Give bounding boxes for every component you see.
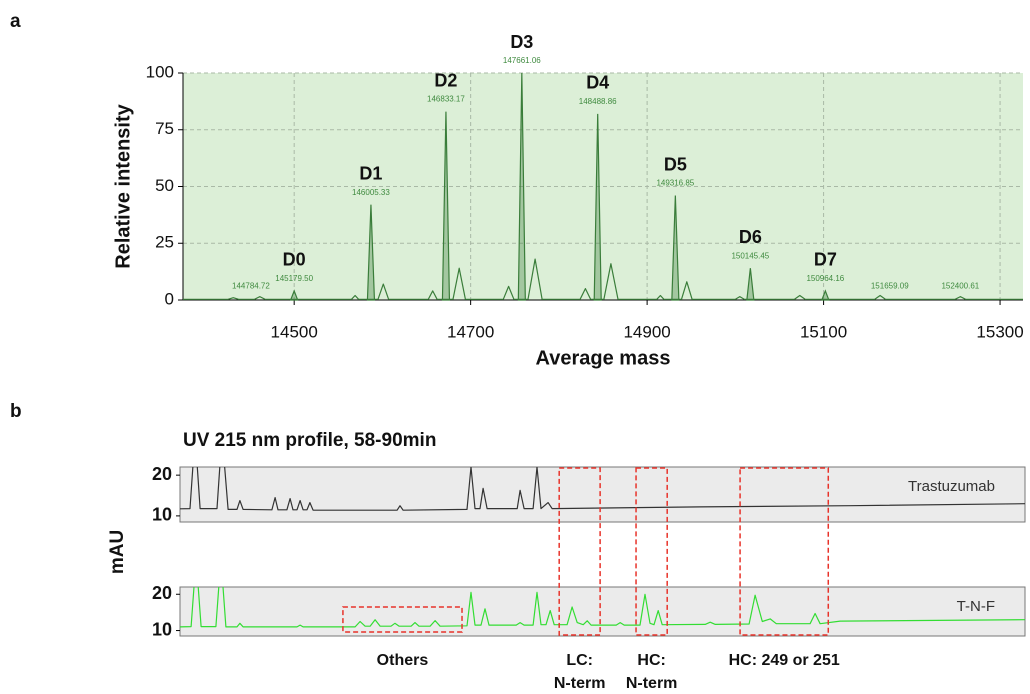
series-name: T-N-F: [957, 598, 995, 615]
peak-label: D2: [434, 70, 457, 90]
y-tick-label: 10: [152, 505, 172, 525]
peak-label: D5: [664, 154, 687, 174]
trace: [183, 258, 1023, 300]
mass-annotation: 151659.09: [871, 281, 909, 290]
peak-label: D0: [283, 250, 306, 270]
x-tick-label: 14900: [623, 322, 670, 341]
mass-annotation: 144784.72: [232, 281, 270, 290]
peak-label: D1: [359, 163, 382, 183]
region-box: [342, 606, 463, 633]
peak: [517, 72, 526, 301]
trace: [180, 587, 1025, 628]
peak-label: D3: [510, 32, 533, 52]
y-axis-label: Relative intensity: [112, 103, 134, 268]
peak-label: D4: [586, 73, 609, 93]
region-box: [558, 467, 601, 636]
peak: [671, 195, 680, 301]
y-tick-label: 100: [146, 62, 174, 81]
y-tick-label: 50: [155, 176, 174, 195]
peak-label: D6: [739, 227, 762, 247]
plot-background: [179, 586, 1026, 637]
region-label: LC:: [566, 652, 593, 669]
region-box: [635, 467, 668, 636]
mass-annotation: 152400.61: [941, 281, 979, 290]
series-name: Trastuzumab: [908, 478, 995, 495]
y-tick-label: 10: [152, 619, 172, 639]
y-tick-label: 25: [155, 233, 174, 252]
y-tick-label: 20: [152, 464, 172, 484]
panel-letter: b: [10, 401, 22, 422]
trace: [180, 467, 1025, 511]
x-tick-label: 14500: [271, 322, 318, 341]
panel-letter: a: [10, 11, 21, 32]
peak: [289, 289, 299, 301]
y-tick-label: 75: [155, 119, 174, 138]
y-tick-label: 20: [152, 583, 172, 603]
peak: [366, 204, 376, 301]
peak: [746, 268, 755, 301]
peak-mass-label: 150964.16: [806, 274, 844, 283]
y-tick-label: 0: [165, 289, 174, 308]
region-label: HC:: [637, 652, 665, 669]
region-label: N-term: [626, 675, 678, 692]
peak-mass-label: 149316.85: [656, 179, 694, 188]
plot-background: [179, 466, 1026, 523]
peak-mass-label: 150145.45: [731, 251, 769, 260]
chart-title: UV 215 nm profile, 58-90min: [183, 430, 436, 451]
region-label: N-term: [554, 675, 606, 692]
x-axis-label: Average mass: [536, 347, 671, 369]
peak-mass-label: 146833.17: [427, 95, 465, 104]
peak: [441, 111, 451, 301]
region-label: Others: [377, 652, 429, 669]
region-label: HC: 249 or 251: [729, 652, 840, 669]
x-tick-label: 14700: [447, 322, 494, 341]
y-axis-label: mAU: [107, 530, 128, 574]
peak-label: D7: [814, 250, 837, 270]
peak-mass-label: 147661.06: [503, 56, 541, 65]
peak-mass-label: 146005.33: [352, 188, 390, 197]
peak: [593, 113, 602, 301]
x-tick-label: 15100: [800, 322, 847, 341]
region-box: [739, 467, 830, 636]
peak-mass-label: 148488.86: [579, 97, 617, 106]
peak: [820, 289, 830, 301]
x-tick-label: 15300: [976, 322, 1023, 341]
peak-mass-label: 145179.50: [275, 274, 313, 283]
